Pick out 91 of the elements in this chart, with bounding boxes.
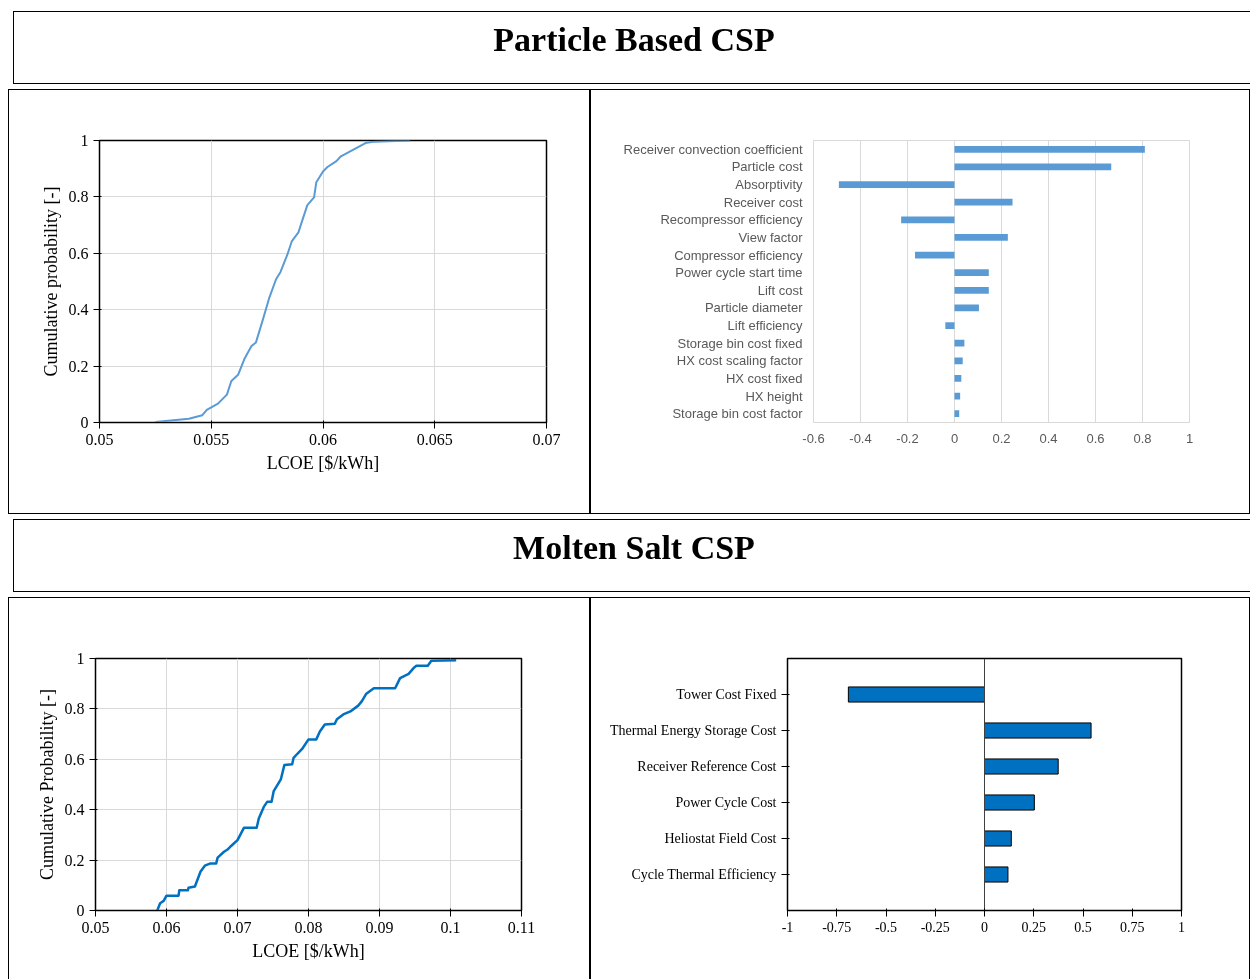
x-tick-label: 0 (981, 919, 988, 935)
bar (984, 830, 1012, 847)
x-tick-label: 0.2 (992, 430, 1011, 446)
y-axis-title: Cumulative probability [-] (40, 186, 61, 377)
y-tick-label: Power cycle start time (675, 265, 803, 281)
bar (954, 145, 1145, 153)
y-tick-label: Recompressor efficiency (660, 212, 803, 228)
x-tick-label: -0.2 (896, 430, 919, 446)
y-tick-label: Storage bin cost fixed (677, 335, 803, 351)
x-tick-label: 0.06 (309, 430, 337, 448)
y-tick-label: Storage bin cost factor (672, 406, 804, 422)
x-tick-label: 0.6 (1086, 430, 1105, 446)
x-tick-label: 1 (1185, 430, 1194, 446)
x-tick-label: 0.4 (1039, 430, 1058, 446)
x-tick-label: 0.09 (365, 918, 394, 936)
line-series (154, 140, 412, 423)
y-tick-label: Cycle Thermal Efficiency (631, 867, 777, 882)
x-tick-label: 0.8 (1133, 430, 1152, 446)
y-tick-label: Receiver cost (723, 194, 803, 210)
y-tick-label: 0.2 (68, 357, 89, 375)
y-tick-label: 0.8 (64, 700, 85, 718)
bar (838, 181, 955, 188)
x-tick-label: -0.75 (822, 919, 852, 935)
bar (984, 794, 1035, 811)
bar (954, 357, 963, 365)
bar (901, 216, 955, 224)
bar (954, 234, 1008, 241)
x-tick-label: -0.5 (874, 919, 898, 935)
line-series (156, 659, 458, 911)
y-axis-title: Cumulative Probability [-] (36, 689, 57, 880)
x-tick-label: -0.25 (920, 919, 950, 935)
y-tick-label: 0.2 (64, 851, 85, 869)
bar (954, 198, 1013, 206)
x-tick-label: 0.75 (1120, 919, 1145, 935)
y-tick-label: Tower Cost Fixed (676, 687, 777, 702)
y-tick-label: Compressor efficiency (674, 247, 803, 263)
x-tick-label: 0.07 (532, 430, 561, 448)
x-tick-label: -0.4 (849, 430, 872, 446)
x-axis-title: LCOE [$/kWh] (252, 940, 365, 961)
y-tick-label: 0.4 (64, 801, 85, 819)
y-tick-label: View factor (738, 229, 804, 245)
x-tick-label: 0.5 (1074, 919, 1092, 935)
bar (954, 375, 962, 382)
y-tick-label: 1 (76, 650, 85, 667)
bar (847, 686, 985, 703)
y-tick-label: 0.4 (68, 301, 89, 319)
y-tick-label: Receiver convection coefficient (623, 141, 803, 157)
y-tick-label: Particle cost (731, 159, 803, 175)
x-tick-label: 0.05 (85, 430, 114, 448)
y-tick-label: 0 (76, 902, 85, 919)
x-tick-label: 0.065 (416, 430, 453, 448)
x-tick-label: 0.05 (81, 918, 110, 936)
x-tick-label: 0.08 (294, 918, 323, 936)
bar (984, 758, 1059, 775)
x-tick-label: -1 (781, 919, 794, 935)
y-tick-label: Particle diameter (704, 300, 804, 316)
x-tick-label: 0 (950, 430, 959, 446)
x-tick-label: 0.055 (193, 430, 230, 448)
y-tick-label: Lift cost (757, 282, 803, 298)
bar (984, 866, 1009, 883)
y-tick-label: Lift efficiency (727, 318, 803, 334)
y-tick-label: Receiver Reference Cost (637, 759, 777, 774)
bar (954, 410, 960, 418)
text: Molten Salt CSP (513, 528, 755, 568)
x-tick-label: 1 (1178, 919, 1185, 935)
y-tick-label: Power Cycle Cost (675, 795, 777, 810)
x-tick-label: 0.06 (152, 918, 181, 936)
bar (915, 251, 955, 259)
y-tick-label: 0 (80, 414, 89, 431)
bar (945, 322, 955, 329)
y-tick-label: HX cost fixed (725, 370, 803, 386)
text: Particle Based CSP (493, 20, 775, 60)
x-tick-label: -0.6 (802, 430, 825, 446)
y-tick-label: 0.8 (68, 188, 89, 206)
x-tick-label: 0.1 (440, 918, 461, 936)
x-axis-title: LCOE [$/kWh] (266, 452, 380, 473)
y-tick-label: HX height (745, 388, 803, 404)
y-tick-label: 1 (80, 132, 89, 149)
x-tick-label: 0.11 (507, 918, 536, 936)
y-tick-label: 0.6 (68, 244, 89, 262)
y-tick-label: Absorptivity (735, 177, 803, 193)
bar (954, 286, 989, 294)
y-tick-label: Heliostat Field Cost (664, 831, 777, 846)
y-tick-label: 0.6 (64, 750, 85, 768)
y-tick-label: Thermal Energy Storage Cost (609, 723, 777, 738)
bar (954, 339, 965, 347)
x-tick-label: 0.25 (1021, 919, 1046, 935)
y-tick-label: HX cost scaling factor (676, 353, 804, 369)
bar (984, 722, 1092, 739)
bar (954, 269, 989, 277)
x-tick-label: 0.07 (223, 918, 252, 936)
